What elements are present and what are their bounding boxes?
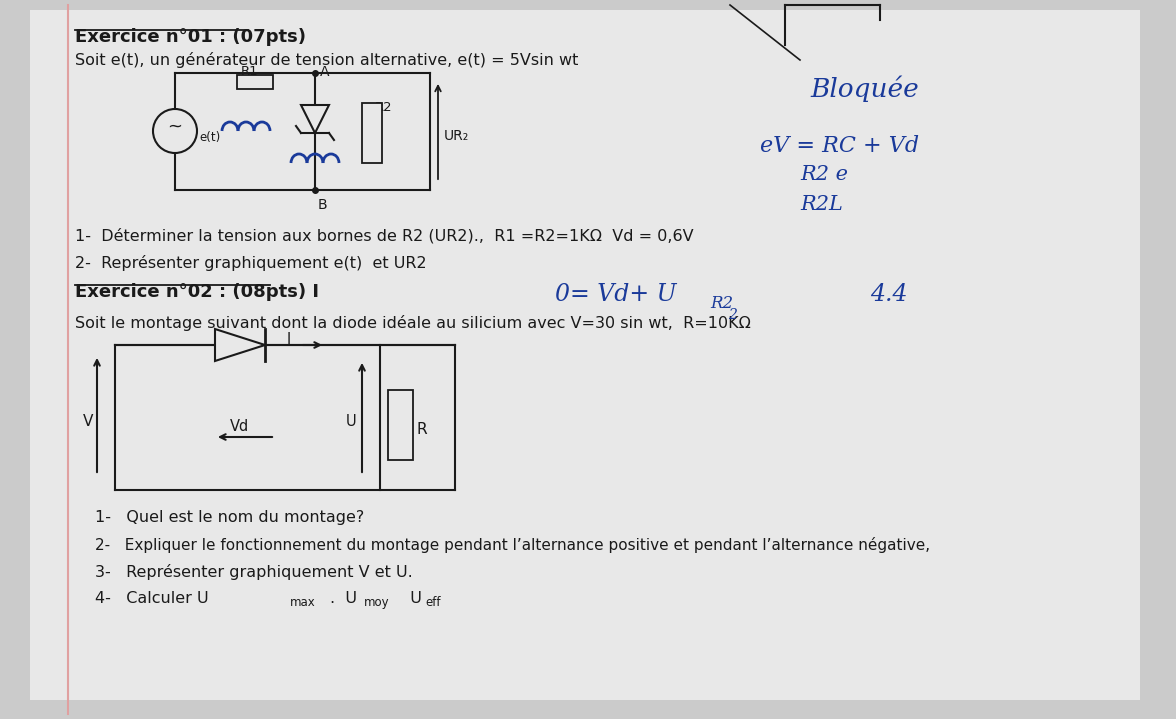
Text: 2-   Expliquer le fonctionnement du montage pendant l’alternance positive et pen: 2- Expliquer le fonctionnement du montag… xyxy=(95,537,930,553)
Text: R1: R1 xyxy=(241,65,259,78)
Text: I: I xyxy=(287,332,292,347)
Text: 2-  Représenter graphiquement e(t)  et UR2: 2- Représenter graphiquement e(t) et UR2 xyxy=(75,255,427,271)
Text: R2: R2 xyxy=(710,295,733,312)
Text: 0= Vd+ U: 0= Vd+ U xyxy=(555,283,676,306)
Text: 4.4: 4.4 xyxy=(870,283,908,306)
FancyBboxPatch shape xyxy=(388,390,413,460)
Text: B: B xyxy=(318,198,328,212)
Text: R2L: R2L xyxy=(800,195,843,214)
Text: eV = RC + Vd: eV = RC + Vd xyxy=(760,135,920,157)
FancyBboxPatch shape xyxy=(31,10,1140,700)
Text: Soit e(t), un générateur de tension alternative, e(t) = 5Vsin wt: Soit e(t), un générateur de tension alte… xyxy=(75,52,579,68)
FancyBboxPatch shape xyxy=(238,75,273,89)
Text: Bloquée: Bloquée xyxy=(810,75,918,101)
Text: 3-   Représenter graphiquement V et U.: 3- Représenter graphiquement V et U. xyxy=(95,564,413,580)
Text: e(t): e(t) xyxy=(199,131,220,144)
Text: UR₂: UR₂ xyxy=(445,129,469,143)
Polygon shape xyxy=(301,105,329,133)
Text: Soit le montage suivant dont la diode idéale au silicium avec V=30 sin wt,  R=10: Soit le montage suivant dont la diode id… xyxy=(75,315,750,331)
Circle shape xyxy=(153,109,198,153)
Text: moy: moy xyxy=(365,596,389,609)
Text: eff: eff xyxy=(425,596,441,609)
Text: 2: 2 xyxy=(728,308,737,322)
Text: Exercice n°01 : (07pts): Exercice n°01 : (07pts) xyxy=(75,28,306,46)
Text: R: R xyxy=(417,423,428,437)
Text: Exercice n°02 : (08pts) I: Exercice n°02 : (08pts) I xyxy=(75,283,319,301)
Text: ~: ~ xyxy=(167,118,182,136)
Text: V: V xyxy=(83,414,93,429)
Text: D: D xyxy=(218,332,228,347)
Text: .  U: . U xyxy=(330,591,358,606)
Text: Vd: Vd xyxy=(230,419,249,434)
Text: R2 e: R2 e xyxy=(800,165,848,184)
Text: 1-  Déterminer la tension aux bornes de R2 (UR2).,  R1 =R2=1KΩ  Vd = 0,6V: 1- Déterminer la tension aux bornes de R… xyxy=(75,228,694,244)
Polygon shape xyxy=(215,329,265,361)
Text: 1-   Quel est le nom du montage?: 1- Quel est le nom du montage? xyxy=(95,510,365,525)
Text: max: max xyxy=(290,596,315,609)
Text: A: A xyxy=(320,65,329,79)
Text: U: U xyxy=(400,591,422,606)
Text: R2: R2 xyxy=(375,101,393,114)
Text: U: U xyxy=(346,414,356,429)
FancyBboxPatch shape xyxy=(362,103,382,163)
Text: 4-   Calculer U: 4- Calculer U xyxy=(95,591,208,606)
